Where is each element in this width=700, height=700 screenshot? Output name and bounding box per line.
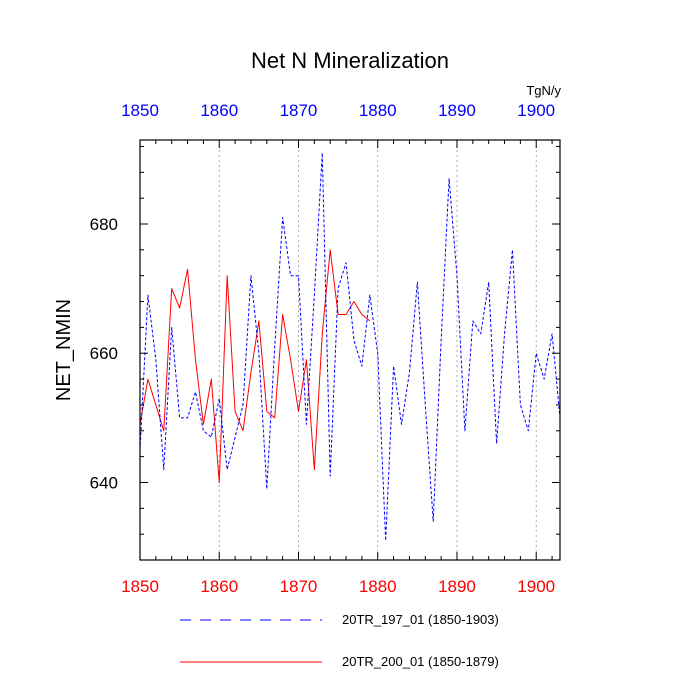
legend: 20TR_197_01 (1850-1903) 20TR_200_01 (1850… (180, 612, 499, 669)
top-tick-label: 1870 (280, 101, 318, 120)
legend-label: 20TR_197_01 (1850-1903) (342, 612, 499, 627)
gridlines (218, 140, 537, 560)
x-tick-label: 1850 (121, 577, 159, 596)
x-tick-label: 1890 (438, 577, 476, 596)
y-axis-label: NET_NMIN (53, 299, 75, 401)
y-tick-label: 640 (90, 473, 118, 492)
y-tick-label: 660 (90, 344, 118, 363)
series-line-2 (139, 249, 371, 483)
legend-label: 20TR_200_01 (1850-1879) (342, 654, 499, 669)
series-line-1 (139, 152, 561, 542)
top-tick-label: 1880 (359, 101, 397, 120)
top-tick-label: 1850 (121, 101, 159, 120)
top-tick-label: 1890 (438, 101, 476, 120)
units-label: TgN/y (526, 83, 561, 98)
x-tick-label: 1860 (200, 577, 238, 596)
y-tick-label: 680 (90, 215, 118, 234)
chart-title: Net N Mineralization (251, 48, 449, 73)
plot-frame (139, 139, 561, 561)
x-tick-label: 1900 (517, 577, 555, 596)
top-tick-label: 1860 (200, 101, 238, 120)
axis-ticks: 1850 1860 1870 1880 1890 1900 1850 1860 1870 1880… (90, 101, 560, 596)
top-tick-label: 1900 (517, 101, 555, 120)
x-tick-label: 1880 (359, 577, 397, 596)
x-tick-label: 1870 (280, 577, 318, 596)
series-layer (139, 152, 561, 542)
